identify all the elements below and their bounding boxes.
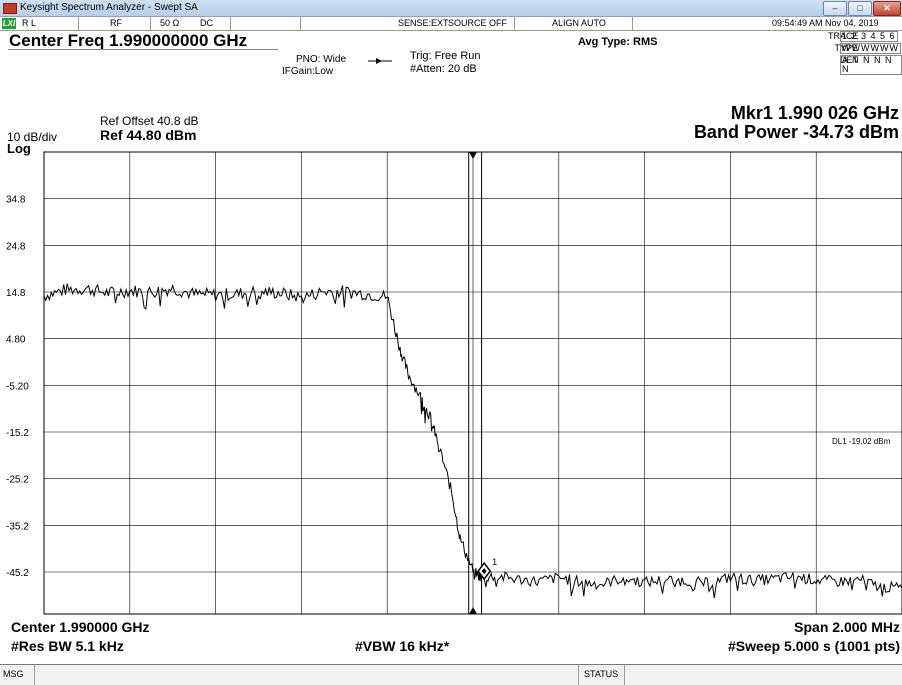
ref-level-readout[interactable]: Ref 44.80 dBm — [100, 127, 197, 143]
message-bar: MSG STATUS — [0, 664, 902, 685]
close-button[interactable]: ✕ — [873, 1, 901, 16]
marker-frequency-readout: Mkr1 1.990 026 GHz — [730, 103, 899, 123]
trigger-arrow-icon — [368, 58, 392, 64]
vbw-footer[interactable]: #VBW 16 kHz* — [355, 638, 450, 654]
y-tick-label: -15.2 — [6, 428, 29, 439]
det-indicator: A N N N N N — [840, 55, 902, 75]
y-tick-label: -45.2 — [6, 568, 29, 579]
status-coupling: DC — [200, 18, 213, 28]
maximize-button[interactable]: □ — [848, 1, 872, 16]
status-impedance: 50 Ω — [160, 18, 180, 28]
det-label: DET — [840, 55, 858, 65]
pno-readout: PNO: Wide — [296, 54, 347, 65]
y-tick-label: 14.8 — [6, 288, 26, 299]
trace-line — [43, 283, 902, 599]
marker-group: 1 — [468, 152, 497, 614]
y-tick-label: 4.80 — [6, 335, 26, 346]
ifgain-readout: IFGain:Low — [282, 66, 334, 77]
y-tick-label: 34.8 — [6, 195, 26, 206]
app-icon — [3, 3, 17, 14]
lxi-icon: LXI — [2, 18, 16, 29]
status-datetime: 09:54:49 AM Nov 04, 2019 — [772, 18, 879, 28]
marker-diamond-inner — [481, 568, 487, 575]
minimize-button[interactable]: – — [823, 1, 847, 16]
status-align: ALIGN AUTO — [552, 18, 606, 28]
y-tick-label: -35.2 — [6, 521, 29, 532]
bottom-marker-triangle — [469, 607, 477, 614]
type-indicator: WWWWWW — [840, 43, 901, 54]
marker-diamond — [477, 561, 492, 581]
type-label: TYPE — [834, 43, 858, 53]
display-line-label: DL1 -19.02 dBm — [832, 437, 891, 446]
display-line-group: DL1 -19.02 dBm — [832, 437, 891, 446]
top-marker-triangle — [469, 152, 477, 159]
status-source: SOURCE OFF — [448, 18, 508, 28]
ref-offset-readout: Ref Offset 40.8 dB — [100, 114, 199, 128]
avg-type-readout: Avg Type: RMS — [578, 36, 658, 48]
atten-readout: #Atten: 20 dB — [410, 63, 477, 75]
status-sense: SENSE:EXT — [398, 18, 449, 28]
marker-number-label: 1 — [492, 557, 497, 567]
msg-label: MSG — [3, 669, 24, 679]
span-footer[interactable]: Span 2.000 MHz — [794, 619, 900, 635]
plot-frame — [43, 151, 902, 615]
band-power-readout: Band Power -34.73 dBm — [693, 122, 899, 142]
y-axis-labels: 34.8 24.8 14.8 4.80 -5.20 -15.2 -25.2 -35.2 -45.… — [6, 195, 29, 579]
window-title: Keysight Spectrum Analyzer - Swept SA — [20, 2, 198, 13]
status-rf: RF — [110, 18, 122, 28]
center-frequency-footer[interactable]: Center 1.990000 GHz — [11, 619, 150, 635]
window-titlebar: Keysight Spectrum Analyzer - Swept SA – … — [0, 0, 902, 17]
sweep-footer[interactable]: #Sweep 5.000 s (1001 pts) — [728, 638, 900, 654]
y-tick-label: -25.2 — [6, 475, 29, 486]
instrument-status-bar: LXI R L RF 50 Ω DC SENSE:EXT SOURCE OFF … — [0, 17, 902, 31]
status-label: STATUS — [584, 669, 619, 679]
res-bw-footer[interactable]: #Res BW 5.1 kHz — [11, 638, 124, 654]
scale-type-readout: Log — [7, 141, 31, 156]
trace-indicator: 1 2 3 4 5 6 — [840, 31, 898, 42]
scale-div-readout[interactable]: 10 dB/div — [7, 130, 58, 144]
trace-label: TRACE — [828, 31, 859, 41]
trigger-readout: Trig: Free Run — [410, 50, 481, 62]
center-freq-readout[interactable]: Center Freq 1.990000000 GHz — [9, 31, 248, 50]
y-tick-label: 24.8 — [6, 241, 26, 252]
y-tick-label: -5.20 — [6, 381, 29, 392]
status-rl: R L — [22, 18, 37, 28]
plot-grid — [44, 152, 902, 614]
